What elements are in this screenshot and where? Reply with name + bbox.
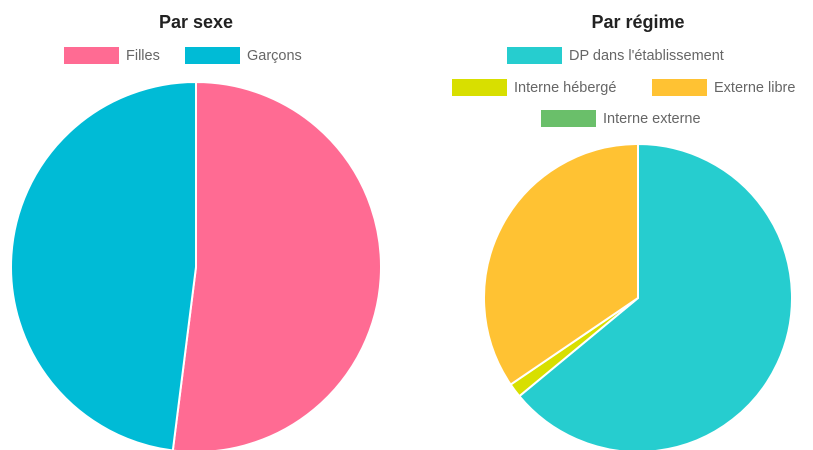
legend-label-dp-etablissement: DP dans l'établissement <box>569 48 724 64</box>
legend-label-interne-externe: Interne externe <box>603 111 701 127</box>
legend-swatch-interne-externe <box>541 110 596 127</box>
legend-label-interne-heberge: Interne hébergé <box>514 80 616 96</box>
legend-regime: DP dans l'établissement Interne hébergé … <box>452 47 795 127</box>
legend-swatch-filles <box>64 47 119 64</box>
chart-par-sexe: Par sexe Filles Garçons <box>10 12 383 450</box>
legend-swatch-externe-libre <box>652 79 707 96</box>
legend-swatch-dp-etablissement <box>507 47 562 64</box>
pie-slice-regime-externe-libre[interactable] <box>483 142 639 386</box>
legend-item-interne-externe[interactable]: Interne externe <box>541 110 701 127</box>
pie-slice-sexe-garcons[interactable] <box>10 80 197 450</box>
legend-item-interne-heberge[interactable]: Interne hébergé <box>452 79 616 96</box>
pie-regime <box>483 142 793 450</box>
pie-slice-regime-dp-dans-l-etablissement[interactable] <box>517 142 793 450</box>
chart-title-regime: Par régime <box>591 12 684 32</box>
legend-swatch-interne-heberge <box>452 79 507 96</box>
legend-label-garcons: Garçons <box>247 48 302 64</box>
legend-sexe: Filles Garçons <box>64 47 302 64</box>
legend-swatch-garcons <box>185 47 240 64</box>
pie-sexe <box>10 80 383 450</box>
legend-item-garcons[interactable]: Garçons <box>185 47 302 64</box>
legend-label-externe-libre: Externe libre <box>714 80 795 96</box>
legend-item-externe-libre[interactable]: Externe libre <box>652 79 795 96</box>
chart-par-regime: Par régime DP dans l'établissement Inter… <box>452 12 795 450</box>
pie-slice-sexe-filles[interactable] <box>171 80 383 450</box>
legend-item-filles[interactable]: Filles <box>64 47 160 64</box>
legend-label-filles: Filles <box>126 48 160 64</box>
chart-title-sexe: Par sexe <box>159 12 233 32</box>
legend-item-dp-etablissement[interactable]: DP dans l'établissement <box>507 47 724 64</box>
